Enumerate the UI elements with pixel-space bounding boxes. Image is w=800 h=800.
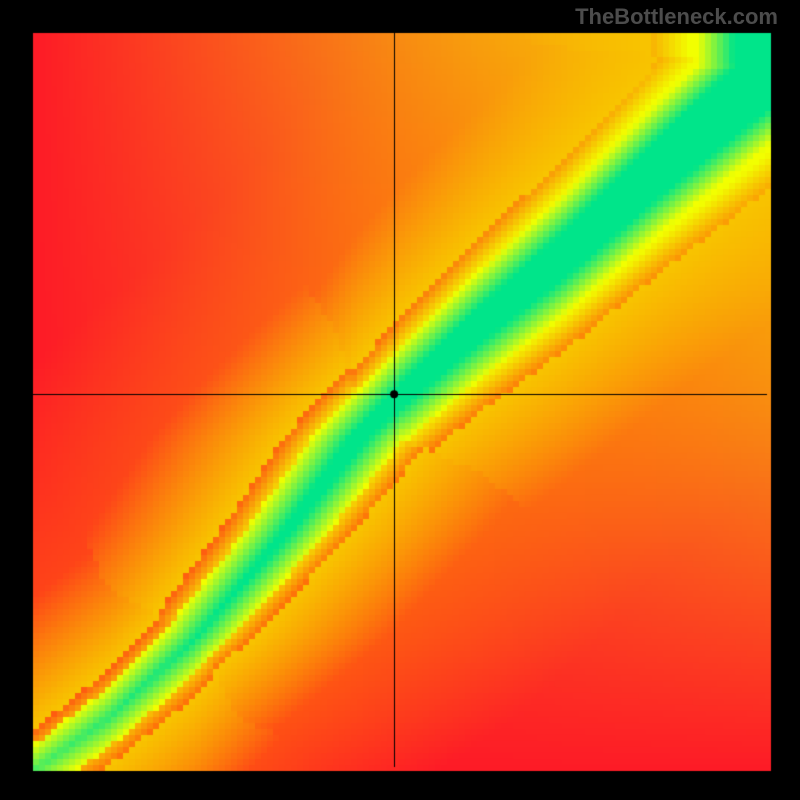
chart-container: TheBottleneck.com [0,0,800,800]
watermark-text: TheBottleneck.com [575,4,778,30]
bottleneck-heatmap [0,0,800,800]
